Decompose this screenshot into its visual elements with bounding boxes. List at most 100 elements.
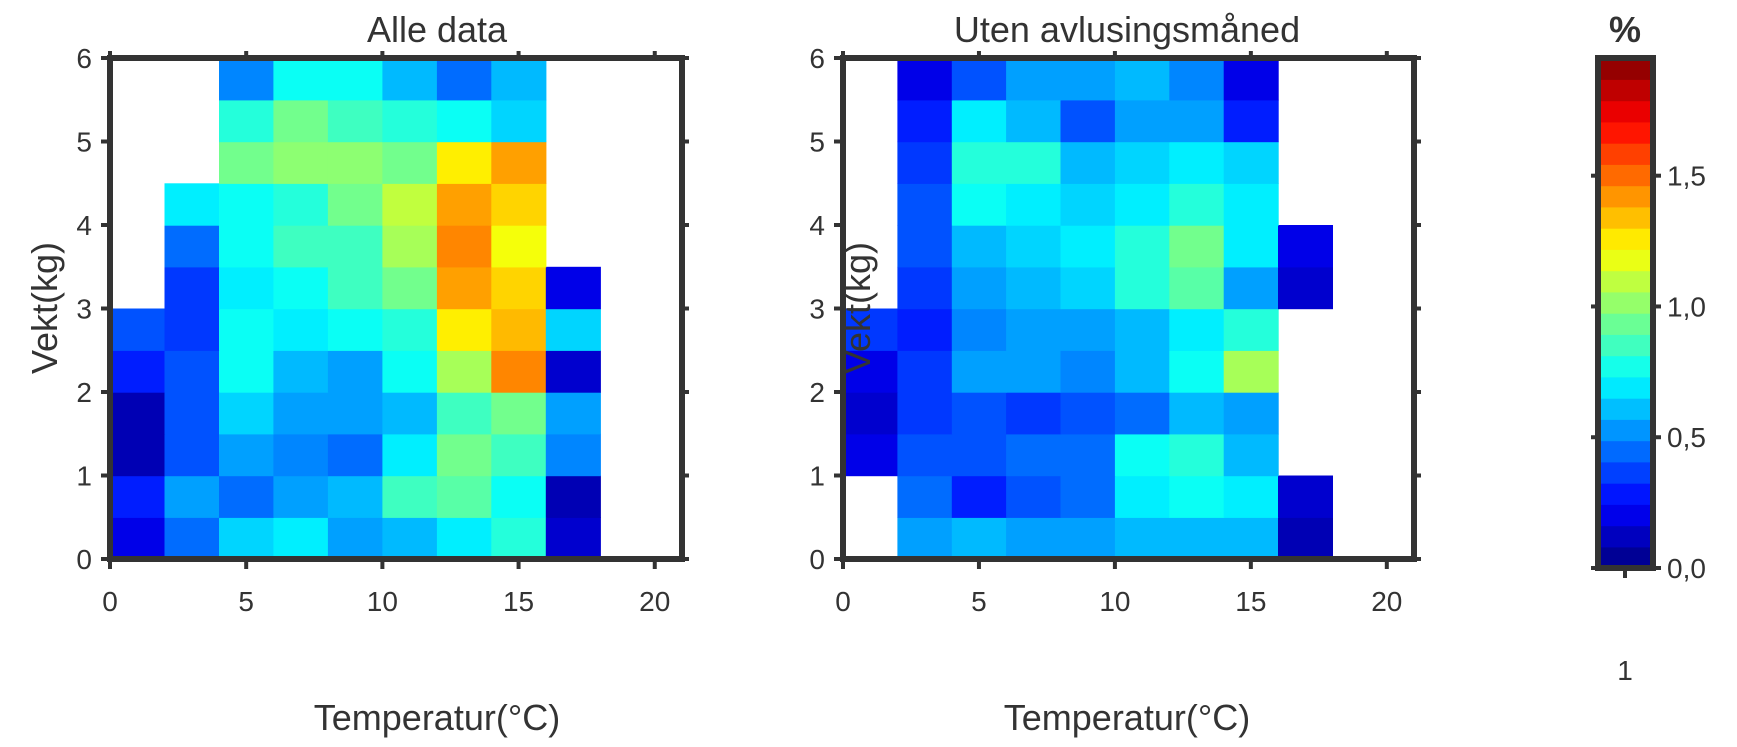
colorbar-band	[1598, 206, 1653, 229]
heatmap-cell	[545, 433, 601, 477]
colorbar-band	[1598, 483, 1653, 505]
heatmap-cell	[1169, 141, 1225, 184]
heatmap-cell	[273, 58, 329, 101]
heatmap-cell	[1006, 225, 1062, 268]
heatmap-cell	[545, 475, 601, 518]
heatmap-cell	[110, 475, 166, 518]
colorbar-band	[1598, 440, 1653, 463]
heatmap-cell	[1114, 266, 1170, 310]
heatmap-cell	[1006, 183, 1062, 226]
heatmap-cell	[897, 99, 953, 143]
y-tick-label: 1	[809, 461, 825, 492]
heatmap-cell	[1006, 433, 1062, 477]
heatmap-cell	[273, 141, 329, 184]
heatmap-cell	[545, 266, 601, 310]
heatmap-cell	[1169, 225, 1225, 268]
y-tick-label: 5	[76, 127, 92, 158]
x-tick-label: 5	[238, 586, 254, 617]
heatmap-cell	[327, 141, 383, 184]
heatmap-cell	[436, 99, 492, 143]
colorbar-ticks: 0,0 0,5 1,0 1,5	[1591, 161, 1706, 584]
heatmap-cell	[1278, 475, 1333, 518]
heatmap-cell	[164, 517, 220, 560]
heatmap-cell	[1006, 99, 1062, 143]
heatmap-cell	[1006, 141, 1062, 184]
heatmap-cell	[164, 266, 220, 310]
y-tick-labels: 0 1 2 3 4 5 6	[76, 43, 92, 575]
colorbar-band	[1598, 270, 1653, 293]
heatmap-cell	[1278, 517, 1333, 560]
heatmap-cell	[273, 517, 329, 560]
heatmap-cell	[382, 475, 438, 518]
colorbar-band	[1598, 313, 1653, 335]
heatmap-cell	[545, 308, 601, 351]
heatmap-cell	[843, 308, 898, 351]
heatmap-cell	[843, 350, 898, 393]
heatmap-cell	[1169, 58, 1225, 101]
heatmap-cell	[219, 350, 275, 393]
heatmap-cell	[1060, 141, 1116, 184]
heatmap-cell	[327, 350, 383, 393]
heatmap-cell	[110, 433, 166, 477]
heatmap-panel-all-data: Alle data 0 1 2 3 4 5 6 0 5 10 15 20 Temperatur(°C…	[24, 9, 689, 738]
axis-ticks	[101, 51, 689, 569]
y-tick-label: 6	[809, 43, 825, 74]
heatmap-cell	[951, 141, 1007, 184]
heatmap-cell	[436, 392, 492, 435]
heatmap-cell	[110, 392, 166, 435]
heatmap-cell	[219, 266, 275, 310]
heatmap-cell	[273, 225, 329, 268]
heatmap-cell	[491, 183, 547, 226]
x-axis-label: Temperatur(°C)	[314, 697, 560, 738]
y-tick-label: 4	[76, 210, 92, 241]
heatmap-cell	[1223, 308, 1279, 351]
colorbar-band	[1598, 249, 1653, 272]
heatmap-cell	[1006, 308, 1062, 351]
y-tick-label: 6	[76, 43, 92, 74]
heatmap-cell	[1114, 392, 1170, 435]
heatmap-cell	[273, 183, 329, 226]
y-tick-label: 0	[809, 544, 825, 575]
heatmap-cell	[897, 433, 953, 477]
heatmap-cell	[436, 225, 492, 268]
heatmap-cell	[843, 392, 898, 435]
heatmap-cell	[545, 517, 601, 560]
heatmap-cell	[491, 475, 547, 518]
y-tick-label: 2	[76, 377, 92, 408]
heatmap-cell	[273, 308, 329, 351]
heatmap-cell	[951, 58, 1007, 101]
heatmap-cell	[327, 308, 383, 351]
heatmap-panel-uten-avlusingsmaned: Uten avlusingsmåned 0 1 2 3 4 5 6 0 5 10 15 20 Tem…	[809, 9, 1421, 738]
heatmap-cell	[327, 183, 383, 226]
heatmap-cell	[219, 433, 275, 477]
heatmap-cell	[1006, 58, 1062, 101]
y-tick-label: 4	[809, 210, 825, 241]
heatmap-cell	[273, 475, 329, 518]
heatmap-cell	[1169, 392, 1225, 435]
colorbar-unit-label: %	[1609, 9, 1641, 50]
heatmap-cell	[1060, 99, 1116, 143]
heatmap-cell	[1114, 433, 1170, 477]
colorbar-band	[1598, 504, 1653, 527]
heatmap-cell	[436, 141, 492, 184]
heatmap-cell	[273, 266, 329, 310]
heatmap-cell	[1223, 58, 1279, 101]
heatmap-cell	[1223, 141, 1279, 184]
heatmap-cell	[1006, 392, 1062, 435]
heatmap-cell	[1223, 350, 1279, 393]
heatmap-cell	[382, 350, 438, 393]
y-tick-label: 0	[76, 544, 92, 575]
x-tick-label: 15	[503, 586, 534, 617]
heatmap-cell	[327, 392, 383, 435]
heatmap-cell	[382, 58, 438, 101]
heatmap-cell	[491, 225, 547, 268]
heatmap-cell	[382, 517, 438, 560]
heatmap-cell	[1114, 141, 1170, 184]
chart-title: Alle data	[367, 9, 508, 50]
heatmap-cell	[1278, 266, 1333, 310]
heatmap-cell	[110, 308, 166, 351]
heatmap-cell	[1114, 350, 1170, 393]
heatmap-cell	[897, 475, 953, 518]
heatmap-cell	[164, 475, 220, 518]
